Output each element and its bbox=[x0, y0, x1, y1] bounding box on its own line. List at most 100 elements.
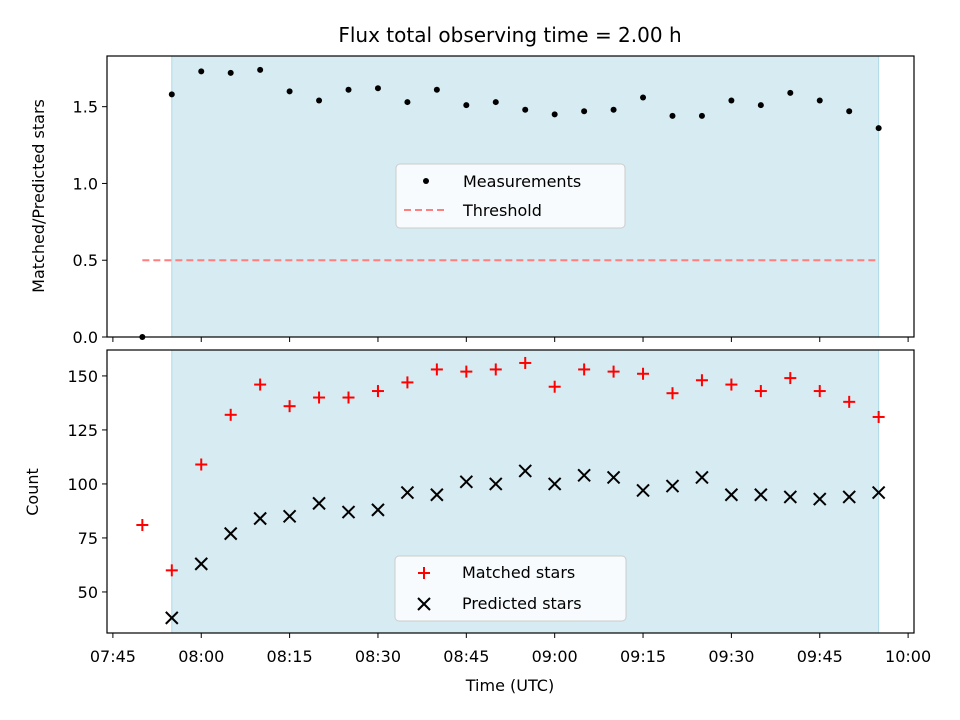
matched-star-point bbox=[165, 564, 178, 577]
x-tick-label: 09:45 bbox=[797, 647, 843, 666]
x-tick-label: 09:15 bbox=[620, 647, 666, 666]
predicted-star-point bbox=[518, 464, 532, 478]
x-tick-label: 08:30 bbox=[355, 647, 401, 666]
predicted-star-point bbox=[253, 511, 267, 526]
x-tick-label: 10:00 bbox=[885, 647, 931, 666]
bottom-axes-frame bbox=[106, 349, 915, 634]
top-legend: Measurements Threshold bbox=[395, 163, 626, 229]
predicted-star-point bbox=[636, 483, 650, 498]
top-y-axis: 0.0 0.5 1.0 1.5 bbox=[73, 98, 107, 347]
measurement-point bbox=[492, 99, 499, 106]
measurement-point bbox=[640, 94, 647, 101]
measurement-point bbox=[257, 66, 264, 73]
predicted-star-point bbox=[606, 470, 621, 485]
legend-matched-label: Matched stars bbox=[462, 563, 575, 582]
y-tick-label: 100 bbox=[67, 475, 98, 494]
matched-star-point bbox=[813, 385, 826, 398]
measurement-point bbox=[875, 125, 882, 132]
measurement-point bbox=[463, 102, 470, 109]
measurement-point bbox=[581, 108, 588, 115]
predicted-star-point bbox=[813, 492, 827, 506]
measurement-point bbox=[846, 108, 853, 115]
legend-matched-marker bbox=[418, 567, 430, 579]
measurement-point bbox=[198, 68, 205, 75]
y-tick-label: 0.5 bbox=[73, 251, 98, 270]
top-axes-frame bbox=[106, 55, 915, 338]
matched-star-point bbox=[725, 378, 738, 391]
y-tick-label: 125 bbox=[67, 421, 98, 440]
matched-star-point bbox=[401, 376, 414, 389]
predicted-star-point bbox=[223, 526, 238, 541]
matched-star-point bbox=[754, 385, 767, 398]
matched-star-point bbox=[548, 380, 561, 393]
legend-threshold-label: Threshold bbox=[462, 201, 542, 220]
matched-star-point bbox=[489, 363, 502, 376]
bottom-x-axis: 07:45 08:00 08:15 08:30 08:45 09:00 09:15 09:30… bbox=[90, 633, 931, 666]
matched-star-point bbox=[637, 367, 650, 380]
measurement-point bbox=[698, 112, 705, 119]
predicted-star-point bbox=[783, 490, 798, 504]
measurement-point bbox=[610, 106, 617, 113]
measurement-point bbox=[374, 85, 381, 92]
x-tick-label: 08:00 bbox=[178, 647, 224, 666]
matched-star-point bbox=[843, 395, 856, 408]
x-tick-label: 07:45 bbox=[90, 647, 136, 666]
measurement-point bbox=[551, 111, 558, 118]
matched-star-point bbox=[460, 365, 473, 378]
predicted-star-point bbox=[577, 468, 591, 483]
matched-star-point bbox=[136, 518, 149, 531]
matched-star-point bbox=[195, 458, 208, 471]
matched-star-point bbox=[371, 385, 384, 398]
bottom-marks bbox=[136, 356, 886, 625]
chart-title: Flux total observing time = 2.00 h bbox=[338, 23, 681, 47]
x-tick-label: 09:00 bbox=[532, 647, 578, 666]
matched-star-point bbox=[283, 400, 296, 413]
predicted-star-point bbox=[194, 557, 208, 571]
matched-star-point bbox=[784, 372, 797, 385]
x-tick-label: 09:30 bbox=[708, 647, 754, 666]
predicted-star-point bbox=[665, 479, 680, 493]
predicted-star-point bbox=[341, 505, 356, 519]
y-tick-label: 50 bbox=[78, 583, 98, 602]
predicted-star-point bbox=[754, 488, 768, 502]
legend-predicted-marker bbox=[417, 597, 431, 611]
top-panel: 0.0 0.5 1.0 1.5 Matched/Predicted stars Mea… bbox=[29, 55, 915, 347]
predicted-star-point bbox=[842, 490, 856, 504]
matched-star-point bbox=[519, 356, 532, 369]
matched-star-point bbox=[254, 378, 267, 391]
x-tick-label: 08:45 bbox=[443, 647, 489, 666]
measurement-point bbox=[286, 88, 293, 95]
legend-measurements-marker bbox=[423, 178, 429, 184]
matched-star-point bbox=[313, 391, 326, 404]
x-tick-label: 08:15 bbox=[267, 647, 313, 666]
y-tick-label: 0.0 bbox=[73, 328, 98, 347]
matched-star-point bbox=[872, 410, 885, 423]
matched-star-point bbox=[578, 363, 591, 376]
predicted-star-point bbox=[724, 488, 739, 502]
legend-predicted-label: Predicted stars bbox=[462, 594, 582, 613]
measurement-point bbox=[757, 102, 764, 109]
top-legend-box bbox=[395, 163, 626, 229]
measurement-point bbox=[404, 99, 411, 106]
matched-star-point bbox=[607, 365, 620, 378]
bottom-legend-box bbox=[394, 555, 627, 622]
matched-star-point bbox=[342, 391, 355, 404]
measurement-point bbox=[227, 69, 234, 76]
predicted-star-point bbox=[489, 477, 503, 491]
y-tick-label: 75 bbox=[78, 529, 98, 548]
y-tick-label: 1.0 bbox=[73, 174, 98, 193]
measurement-point bbox=[168, 91, 175, 98]
bottom-legend: Matched stars Predicted stars bbox=[394, 555, 627, 622]
matched-star-point bbox=[224, 408, 237, 421]
predicted-star-point bbox=[165, 611, 179, 625]
matched-star-point bbox=[430, 363, 443, 376]
predicted-star-point bbox=[400, 485, 415, 500]
predicted-star-point bbox=[547, 477, 562, 491]
predicted-star-point bbox=[430, 488, 444, 502]
measurement-point bbox=[669, 112, 676, 119]
measurement-point bbox=[816, 97, 823, 104]
predicted-star-point bbox=[871, 485, 886, 500]
bottom-x-axis-label: Time (UTC) bbox=[465, 676, 554, 695]
